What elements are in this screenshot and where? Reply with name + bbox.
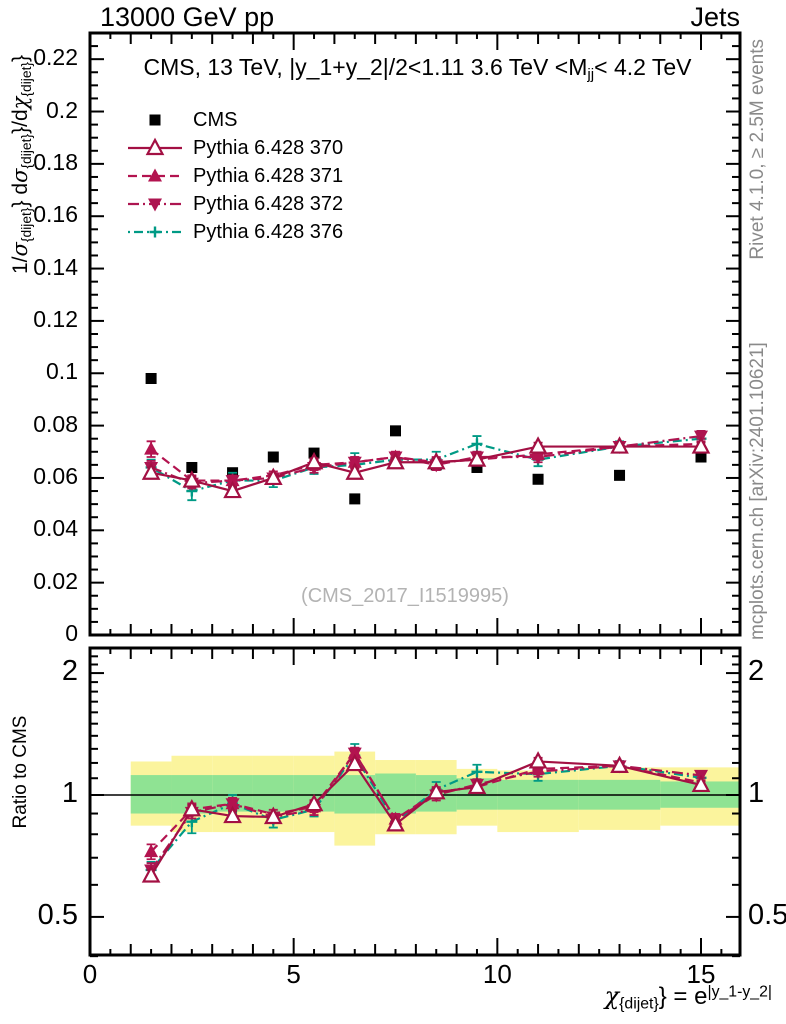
label-part: < 4.2 TeV bbox=[594, 54, 692, 80]
main-y-tick-label: 0.04 bbox=[33, 515, 78, 542]
legend-item-pythia-376: Pythia 6.428 376 bbox=[126, 218, 343, 246]
main-y-tick-label: 0.06 bbox=[33, 462, 78, 489]
ratio-y-tick-label-left: 0.5 bbox=[37, 898, 78, 931]
ratio-y-tick-label-right: 1 bbox=[748, 777, 765, 809]
legend-item-label: Pythia 6.428 371 bbox=[193, 164, 344, 187]
main-y-tick-label: 0.18 bbox=[33, 148, 78, 175]
label-part: {dijet} bbox=[619, 995, 659, 1013]
label-part: σ bbox=[8, 242, 32, 257]
main-y-tick-label: 0.12 bbox=[33, 305, 78, 332]
main-y-tick-label: 0.1 bbox=[46, 358, 78, 385]
main-y-tick-label: 0 bbox=[65, 620, 78, 646]
x-tick-label: 15 bbox=[686, 959, 716, 989]
ratio-y-tick-label-right: 2 bbox=[748, 655, 765, 688]
legend-item-pythia-372: Pythia 6.428 372 bbox=[126, 190, 343, 218]
mcplots-arxiv-note: mcplots.cern.ch [arXiv:2401.10621] bbox=[747, 342, 768, 640]
x-tick-label: 5 bbox=[286, 959, 301, 989]
ratio-uncertainty-bands bbox=[130, 751, 740, 846]
label-part: χ bbox=[604, 982, 620, 1010]
legend-item-label: Pythia 6.428 376 bbox=[193, 220, 344, 243]
label-part: |y_1-y_2| bbox=[707, 983, 772, 1001]
legend-item-pythia-371: Pythia 6.428 371 bbox=[126, 162, 343, 190]
legend-marker-sample bbox=[128, 168, 182, 181]
plot-title: CMS, 13 TeV, |y_1+y_2|/2<1.11 3.6 TeV <M… bbox=[95, 54, 740, 83]
main-y-tick-label: 0.14 bbox=[33, 253, 78, 280]
analysis-id-watermark: (CMS_2017_I1519995) bbox=[301, 585, 509, 607]
ratio-y-tick-label-right: 0.5 bbox=[748, 898, 786, 931]
x-tick-label: 10 bbox=[482, 959, 512, 989]
label-part: } = e bbox=[658, 983, 708, 1010]
main-y-tick-label: 0.08 bbox=[33, 410, 78, 437]
header-analysis-group: Jets bbox=[690, 2, 740, 32]
legend-marker-sample bbox=[149, 114, 161, 125]
legend-marker-sample bbox=[128, 137, 182, 155]
legend-item-label: Pythia 6.428 372 bbox=[193, 192, 344, 215]
ratio-y-tick-label-left: 1 bbox=[61, 777, 78, 809]
legend-marker-sample bbox=[128, 198, 182, 211]
main-y-tick-label: 0.16 bbox=[33, 201, 78, 228]
legend-marker-sample bbox=[128, 226, 182, 237]
ratio-y-tick-label-left: 2 bbox=[61, 655, 78, 688]
legend-item-label: CMS bbox=[193, 108, 238, 131]
label-part: CMS, 13 TeV, |y_1+y_2|/2<1.11 3.6 TeV <M bbox=[143, 54, 588, 80]
label-part: jj bbox=[587, 66, 595, 84]
rivet-version-note: Rivet 4.1.0, ≥ 2.5M events bbox=[747, 39, 768, 260]
main-y-tick-label: 0.2 bbox=[46, 96, 78, 123]
legend-item-label: Pythia 6.428 370 bbox=[193, 136, 344, 159]
axis-ticks bbox=[89, 33, 740, 958]
legend: CMS Pythia 6.428 370 Pythia 6.428 371 Py… bbox=[126, 106, 343, 246]
header-beam-energy: 13000 GeV pp bbox=[100, 2, 275, 32]
x-axis-label: χ{dijet}} = e|y_1-y_2| bbox=[400, 982, 772, 1013]
x-tick-label: 0 bbox=[82, 959, 98, 989]
series-pythia-6-428-370 bbox=[141, 436, 711, 883]
main-y-tick-label: 0.02 bbox=[33, 567, 78, 594]
legend-item-pythia-370: Pythia 6.428 370 bbox=[126, 134, 343, 162]
ratio-y-axis-label: Ratio to CMS bbox=[10, 715, 31, 829]
legend-item-cms: CMS bbox=[126, 106, 343, 134]
main-y-tick-label: 0.22 bbox=[33, 44, 78, 71]
